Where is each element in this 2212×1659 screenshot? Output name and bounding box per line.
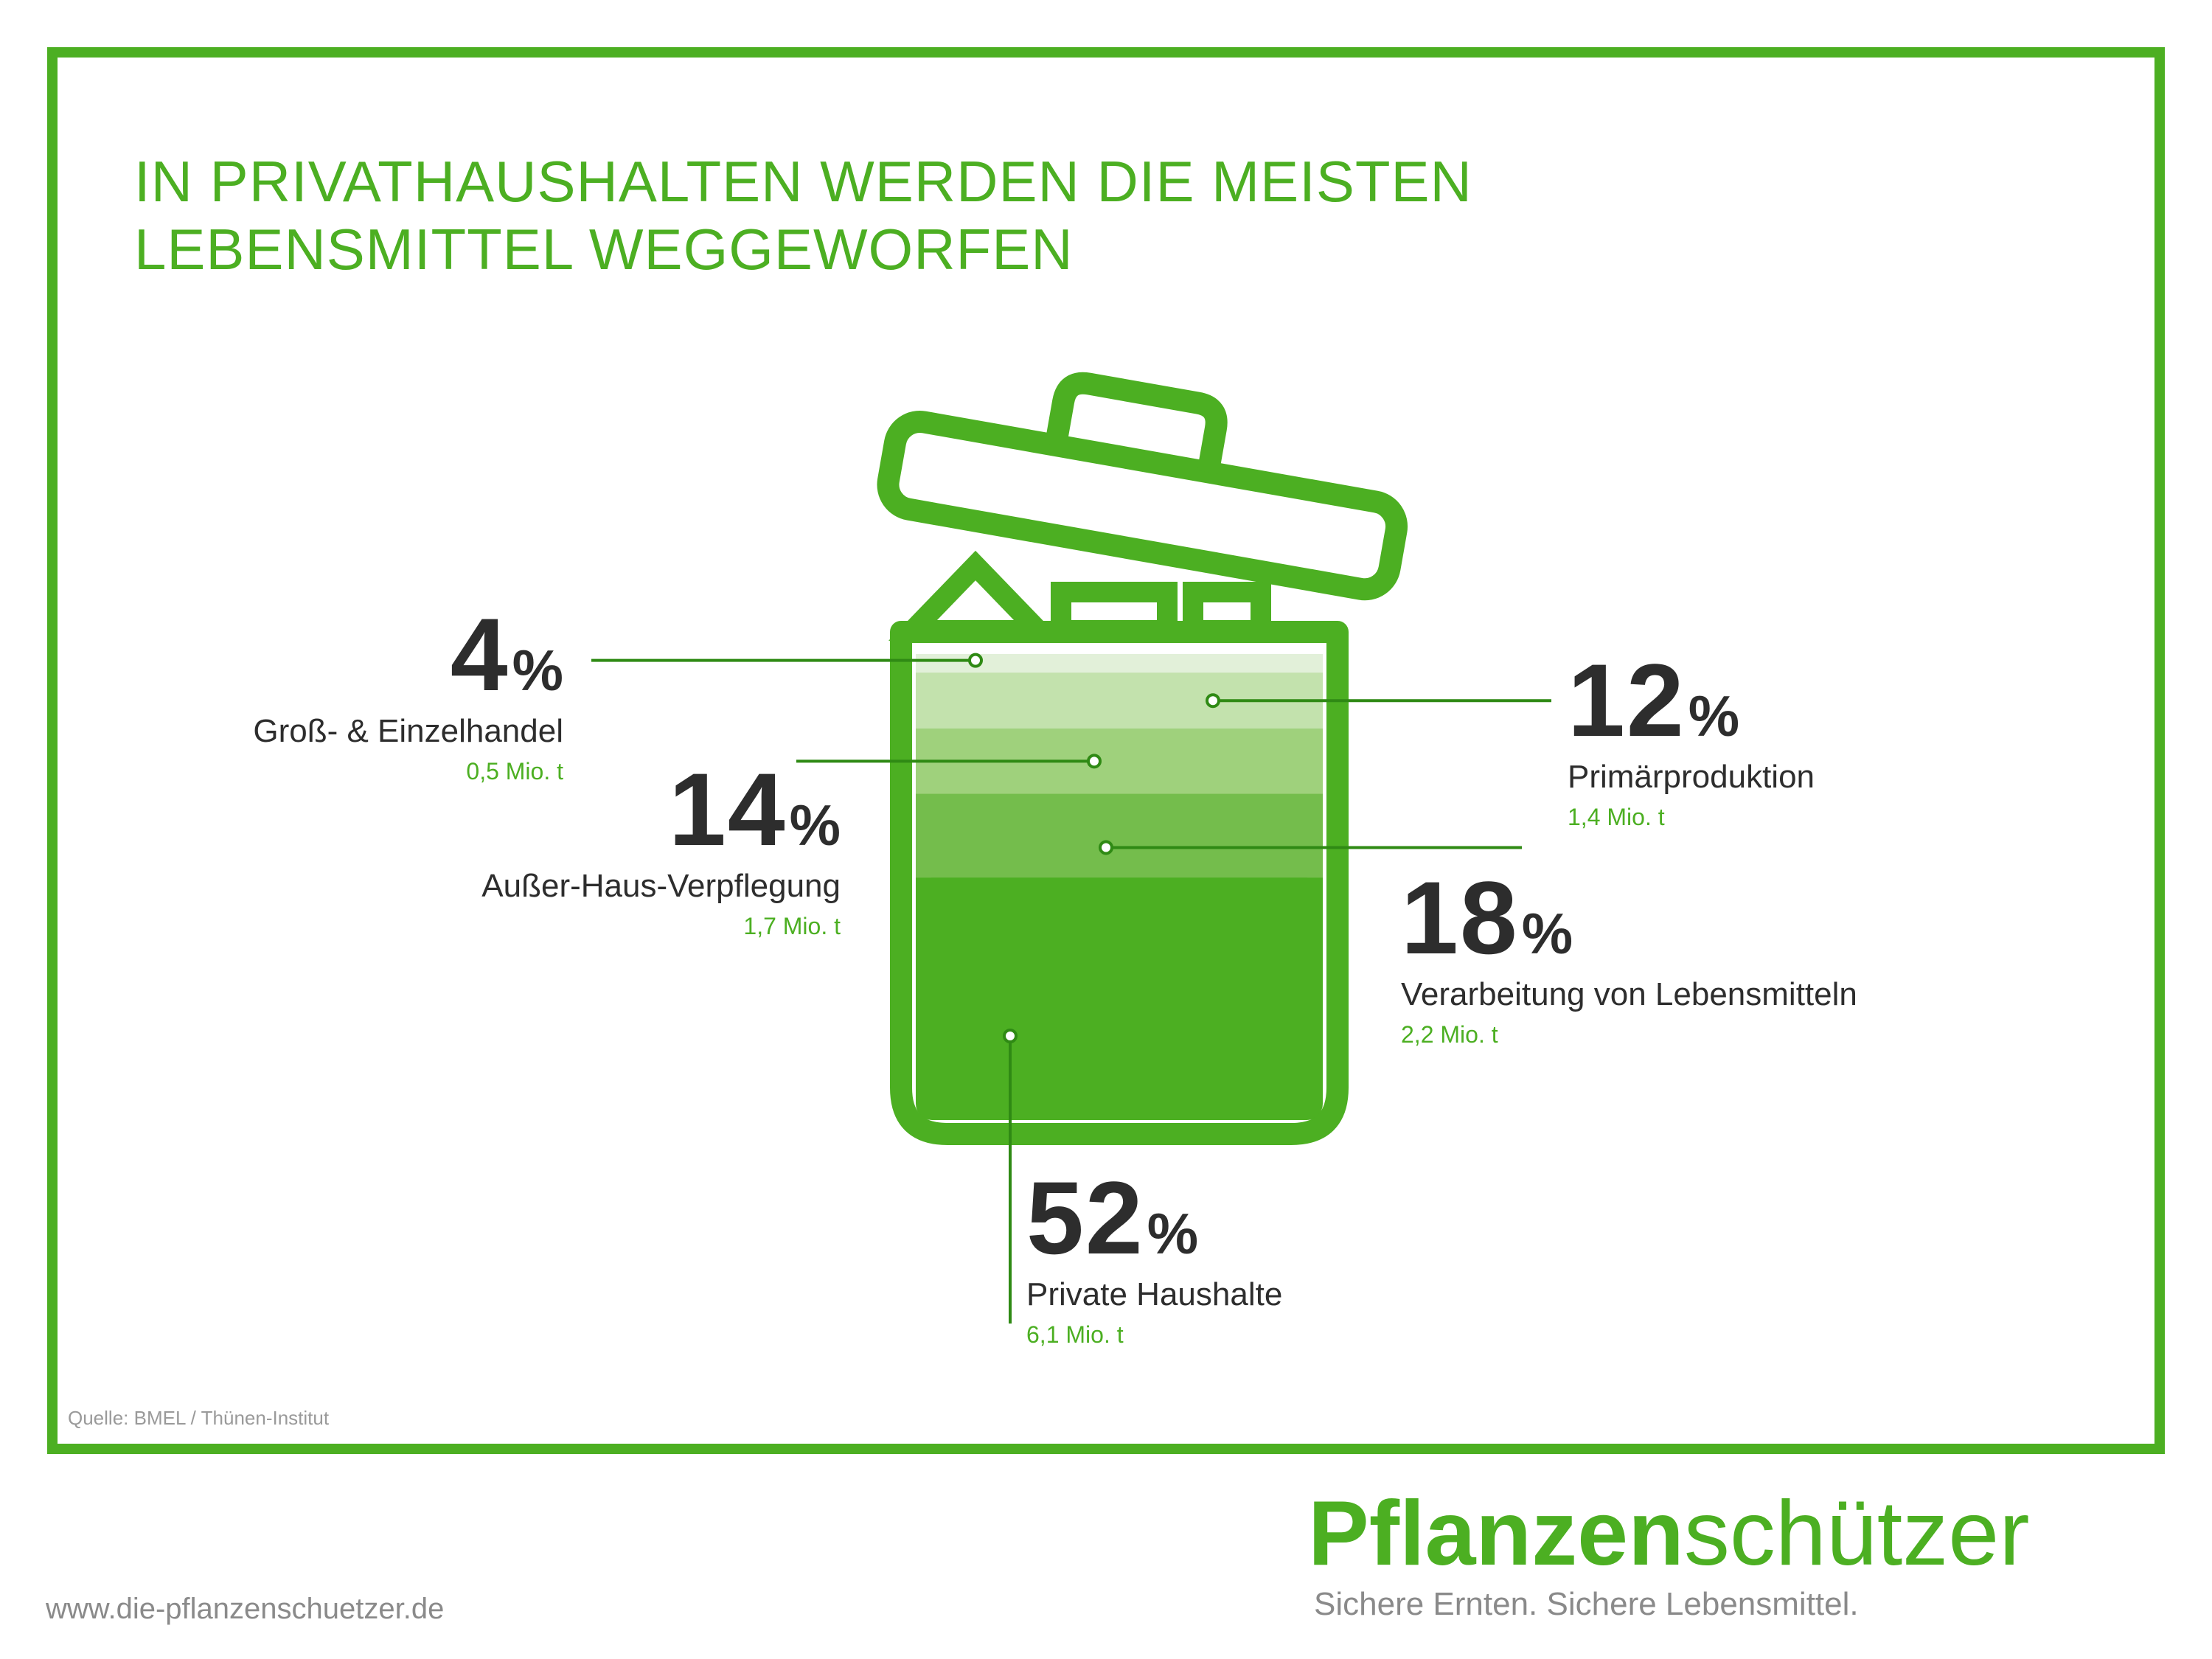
value-number: 4 <box>450 597 509 712</box>
brand-name-light: schützer <box>1683 1483 2030 1585</box>
trash-can-body-icon <box>890 621 1349 1145</box>
category-name: Groß- & Einzelhandel <box>253 713 563 749</box>
percent-sign: % <box>789 793 841 858</box>
fill-layer-4 <box>916 877 1323 1120</box>
brand-name: Pflanzenschützer <box>1308 1482 2178 1585</box>
amount-value: 0,5 Mio. t <box>466 758 563 785</box>
brand-logo: Pflanzenschützer Sichere Ernten. Sichere… <box>1308 1482 2178 1624</box>
infographic-title: IN PRIVATHAUSHALTEN WERDEN DIE MEISTEN L… <box>134 147 1472 283</box>
value-number: 18 <box>1401 860 1519 975</box>
percent-sign: % <box>1147 1201 1199 1266</box>
category-name: Außer-Haus-Verpflegung <box>481 868 841 904</box>
value-number: 12 <box>1568 642 1686 758</box>
category-name: Primärproduktion <box>1568 759 1815 795</box>
percent-value: 52% <box>1026 1166 1282 1270</box>
label-verarbeitung: 18% Verarbeitung von Lebensmitteln 2,2 M… <box>1401 866 1857 1049</box>
title-line-1: IN PRIVATHAUSHALTEN WERDEN DIE MEISTEN <box>134 149 1472 214</box>
fill-layer-edge <box>916 877 1323 908</box>
amount-value: 6,1 Mio. t <box>1026 1321 1124 1348</box>
source-note: Quelle: BMEL / Thünen-Institut <box>68 1407 330 1429</box>
label-ausser-haus: 14% Außer-Haus-Verpflegung 1,7 Mio. t <box>481 758 841 941</box>
milk-carton-top-icon <box>888 550 1062 641</box>
percent-value: 4% <box>253 603 563 706</box>
value-number: 52 <box>1026 1160 1144 1276</box>
percent-value: 14% <box>481 758 841 861</box>
label-gross-einzelhandel: 4% Groß- & Einzelhandel 0,5 Mio. t <box>253 603 563 786</box>
infographic-frame <box>47 47 2165 1454</box>
amount-value: 2,2 Mio. t <box>1401 1021 1498 1048</box>
brand-name-bold: Pflanzen <box>1308 1483 1684 1585</box>
leader-dot-0 <box>968 653 983 668</box>
value-number: 14 <box>668 751 787 867</box>
title-line-2: LEBENSMITTEL WEGGEWORFEN <box>134 217 1074 282</box>
category-name: Verarbeitung von Lebensmitteln <box>1401 976 1857 1012</box>
brand-tagline: Sichere Ernten. Sichere Lebensmittel. <box>1314 1586 1859 1622</box>
fill-layer-3 <box>916 793 1323 878</box>
percent-sign: % <box>512 638 563 703</box>
fill-layers <box>916 654 1323 1120</box>
category-name: Private Haushalte <box>1026 1276 1283 1312</box>
percent-sign: % <box>1688 684 1740 748</box>
leader-dot-3 <box>1099 840 1113 855</box>
fill-layer-0 <box>916 654 1323 673</box>
leader-dot-1 <box>1206 693 1220 709</box>
amount-value: 1,4 Mio. t <box>1568 804 1665 830</box>
label-private-haushalte: 52% Private Haushalte 6,1 Mio. t <box>1026 1166 1282 1349</box>
leader-lines <box>591 653 1551 1324</box>
percent-sign: % <box>1521 901 1573 966</box>
trash-can-lid-icon <box>877 372 1408 601</box>
percent-value: 12% <box>1568 649 1815 752</box>
leader-dot-2 <box>1087 754 1102 769</box>
amount-value: 1,7 Mio. t <box>743 913 841 939</box>
label-primaerproduktion: 12% Primärproduktion 1,4 Mio. t <box>1568 649 1815 832</box>
percent-value: 18% <box>1401 866 1857 970</box>
website-link[interactable]: www.die-pflanzenschuetzer.de <box>46 1593 445 1625</box>
leader-dot-4 <box>1003 1029 1018 1043</box>
